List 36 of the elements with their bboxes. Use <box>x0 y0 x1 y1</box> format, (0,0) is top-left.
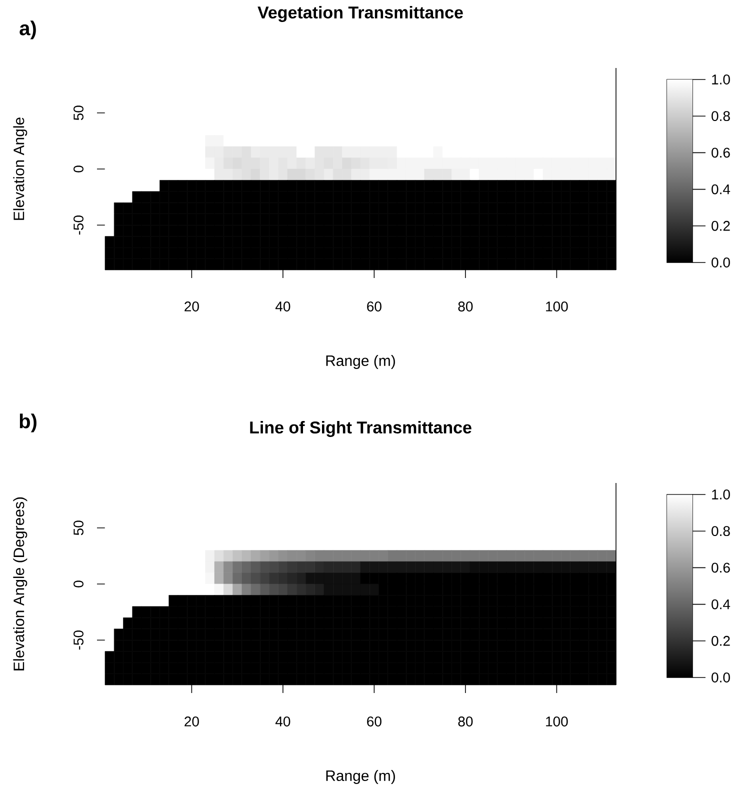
text: a) <box>20 20 36 40</box>
x-tick-label: 40 <box>275 716 290 726</box>
color-bar-label: 1.0 <box>712 490 730 500</box>
y-tick-label: -50 <box>74 216 84 235</box>
color-bar-label: 0.2 <box>712 220 730 231</box>
color-bar-label: 1.0 <box>712 74 730 84</box>
color-bar-label: 0.0 <box>712 258 730 268</box>
x-tick-label: 20 <box>184 302 199 312</box>
text: b) <box>20 414 36 432</box>
y-tick-label: 0 <box>74 580 84 588</box>
y-tick-label: -50 <box>74 630 84 650</box>
x-tick-label: 60 <box>367 716 382 726</box>
x-tick-label: 100 <box>546 716 568 726</box>
color-bar-label: 0.0 <box>712 672 730 682</box>
color-bar-label: 0.6 <box>712 562 730 573</box>
x-tick-label: 40 <box>275 302 290 312</box>
x-tick-label: 80 <box>458 716 473 726</box>
y-tick-label: 50 <box>74 520 84 536</box>
color-bar-label: 0.8 <box>712 526 730 536</box>
y-axis-title: Elevation Angle (Degrees) <box>13 497 28 670</box>
color-bar-label: 0.4 <box>712 599 730 610</box>
chart-title: Line of Sight Transmittance <box>250 421 472 437</box>
x-tick-label: 60 <box>367 302 382 312</box>
y-tick-label: 0 <box>74 166 84 172</box>
x-axis-title: Range (m) <box>326 770 395 784</box>
chart-title: Vegetation Transmittance <box>258 6 463 22</box>
color-bar-label: 0.2 <box>712 636 730 646</box>
x-axis-title: Range (m) <box>326 355 395 369</box>
y-tick-label: 50 <box>74 106 84 120</box>
y-axis-title: Elevation Angle <box>13 118 28 220</box>
x-tick-label: 20 <box>184 716 199 726</box>
color-bar-label: 0.6 <box>712 148 730 158</box>
color-bar-label: 0.8 <box>712 111 730 122</box>
x-tick-label: 80 <box>458 302 473 312</box>
color-bar-label: 0.4 <box>712 184 730 194</box>
x-tick-label: 100 <box>546 302 568 312</box>
